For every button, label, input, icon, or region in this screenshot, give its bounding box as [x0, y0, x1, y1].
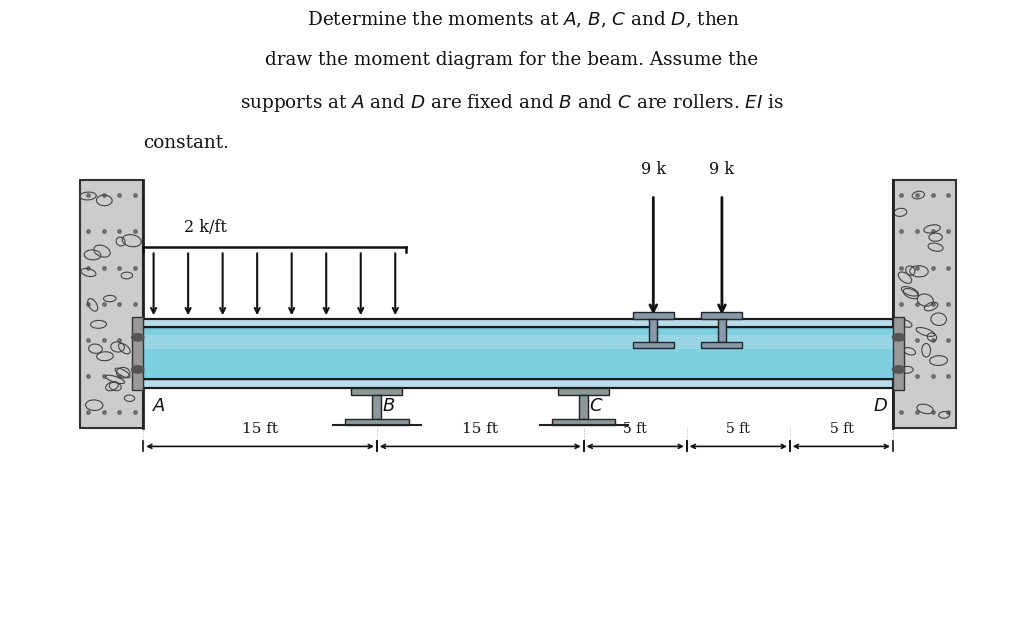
Text: 15 ft: 15 ft: [242, 422, 279, 436]
Bar: [633, 342, 674, 348]
Circle shape: [131, 334, 143, 341]
Text: 5 ft: 5 ft: [726, 422, 751, 436]
Bar: [552, 418, 615, 425]
Bar: [893, 317, 904, 390]
Bar: [558, 388, 609, 395]
Bar: [718, 319, 726, 342]
Text: supports at $A$ and $D$ are fixed and $B$ and $C$ are rollers. $EI$ is: supports at $A$ and $D$ are fixed and $B…: [240, 92, 784, 114]
Bar: [143, 335, 893, 350]
Text: 2 k/ft: 2 k/ft: [184, 219, 227, 236]
Bar: [132, 317, 143, 390]
Bar: [345, 418, 409, 425]
Bar: [893, 180, 956, 428]
Text: 15 ft: 15 ft: [462, 422, 499, 436]
Bar: [351, 388, 402, 395]
Bar: [373, 395, 381, 418]
Circle shape: [892, 334, 905, 341]
Text: 9 k: 9 k: [710, 161, 734, 178]
Text: 9 k: 9 k: [641, 161, 666, 178]
Text: draw the moment diagram for the beam. Assume the: draw the moment diagram for the beam. As…: [265, 51, 759, 69]
Bar: [633, 312, 674, 319]
Bar: [701, 342, 742, 348]
Text: $C$: $C$: [589, 397, 603, 415]
Bar: [143, 327, 893, 379]
Bar: [143, 379, 893, 388]
Circle shape: [892, 366, 905, 373]
Text: constant.: constant.: [143, 134, 229, 152]
Text: $B$: $B$: [382, 397, 395, 415]
Bar: [649, 319, 657, 342]
Text: $D$: $D$: [872, 397, 888, 415]
Text: $A$: $A$: [152, 397, 166, 415]
Bar: [701, 312, 742, 319]
Text: 5 ft: 5 ft: [829, 422, 853, 436]
Bar: [143, 319, 893, 327]
Text: 5 ft: 5 ft: [624, 422, 647, 436]
Bar: [580, 395, 588, 418]
Text: Determine the moments at $A$, $B$, $C$ and $D$, then: Determine the moments at $A$, $B$, $C$ a…: [284, 9, 740, 30]
Circle shape: [131, 366, 143, 373]
Bar: [80, 180, 143, 428]
